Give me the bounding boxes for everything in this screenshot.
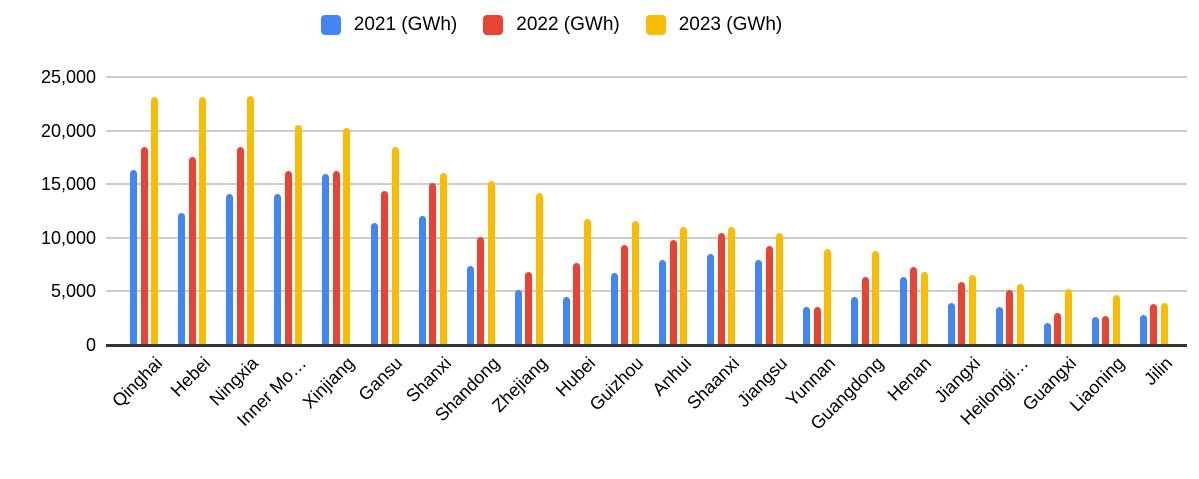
bar-2021-Shanxi: [418, 216, 426, 345]
bar-2022-Shandong: [477, 237, 485, 345]
bar-2021-Ningxia: [226, 194, 234, 345]
bar-2021-Guangxi: [1043, 323, 1051, 345]
bar-2023-Guangxi: [1064, 289, 1072, 345]
bar-2023-Zhejiang: [535, 193, 543, 345]
bar-2023-Heilongji…: [1016, 284, 1024, 345]
bar-2021-Liaoning: [1091, 317, 1099, 345]
bar-2021-Zhejiang: [514, 290, 522, 345]
bar-2021-Guizhou: [610, 273, 618, 345]
bar-2022-Inner Mo…: [284, 171, 292, 345]
legend-item-2021[interactable]: 2021 (GWh): [320, 13, 458, 37]
bar-2021-Heilongji…: [995, 307, 1003, 345]
bar-2023-Gansu: [391, 147, 399, 345]
x-axis-baseline: [106, 344, 1187, 347]
bar-2023-Jiangxi: [968, 275, 976, 345]
legend-label-2023: 2023 (GWh): [678, 14, 783, 35]
bar-2022-Guangdong: [861, 277, 869, 345]
bar-2023-Liaoning: [1112, 295, 1120, 345]
bar-2022-Anhui: [669, 240, 677, 345]
bar-2023-Xinjiang: [343, 128, 351, 345]
y-axis-tick-label: 25,000: [40, 67, 96, 87]
bar-2021-Hebei: [178, 213, 186, 345]
x-axis-tick-label: Gansu: [354, 353, 407, 405]
x-axis-tick-label: Jiangsu: [733, 353, 792, 412]
bar-2021-Xinjiang: [322, 174, 330, 345]
bar-2022-Jiangsu: [765, 246, 773, 345]
bar-2022-Gansu: [381, 191, 388, 345]
y-axis-tick-label: 15,000: [40, 174, 96, 195]
bar-2023-Inner Mo…: [295, 125, 303, 345]
x-axis-tick-label: Xinjiang: [299, 353, 359, 413]
x-axis-tick-label: Jilin: [1140, 353, 1177, 390]
legend-item-2022[interactable]: 2022 (GWh): [483, 13, 620, 37]
bar-2021-Qinghai: [130, 170, 138, 345]
gridline: [106, 76, 1187, 78]
bar-2023-Shaanxi: [728, 227, 736, 345]
y-axis-tick-label: 5,000: [50, 281, 96, 302]
legend: 2021 (GWh) 2022 (GWh) 2023 (GWh): [0, 13, 1199, 37]
bar-2022-Ningxia: [236, 147, 244, 345]
legend-label-2022: 2022 (GWh): [516, 14, 620, 35]
bar-2021-Jiangsu: [755, 260, 763, 345]
bar-2022-Heilongji…: [1006, 290, 1014, 345]
bar-2021-Gansu: [370, 223, 378, 345]
legend-swatch-2022-icon: [483, 15, 504, 35]
gridline: [106, 290, 1187, 293]
bar-2023-Guizhou: [631, 221, 639, 345]
bar-2022-Guangxi: [1054, 313, 1062, 345]
legend-label-2021: 2021 (GWh): [353, 14, 458, 35]
bar-2023-Yunnan: [824, 249, 832, 345]
x-axis-tick-label: Henan: [883, 353, 936, 405]
bar-2023-Jiangsu: [776, 233, 784, 345]
bar-2021-Inner Mo…: [274, 194, 282, 345]
bar-2023-Qinghai: [151, 97, 159, 345]
bar-2022-Guizhou: [621, 245, 629, 345]
bar-2021-Yunnan: [803, 307, 811, 345]
y-axis-tick-label: 10,000: [40, 227, 96, 248]
bar-2023-Jilin: [1160, 303, 1168, 345]
bar-2022-Jiangxi: [958, 282, 966, 345]
bar-2021-Guangdong: [851, 297, 859, 345]
legend-item-2023[interactable]: 2023 (GWh): [645, 13, 783, 37]
bar-2023-Ningxia: [247, 96, 255, 345]
bar-2021-Jiangxi: [947, 303, 955, 345]
bar-2022-Hebei: [188, 157, 196, 345]
bar-2021-Jilin: [1139, 315, 1147, 345]
bar-2022-Liaoning: [1102, 316, 1110, 345]
bar-2023-Henan: [920, 272, 928, 345]
gridline: [106, 236, 1187, 239]
y-axis-tick-label: 20,000: [40, 120, 96, 141]
bar-2023-Hubei: [583, 219, 591, 345]
bar-2022-Shanxi: [429, 183, 437, 345]
bar-2022-Yunnan: [813, 307, 821, 345]
bar-2023-Shanxi: [439, 173, 447, 345]
bar-2022-Henan: [910, 267, 917, 345]
bar-2023-Shandong: [487, 181, 495, 345]
bar-2021-Hubei: [562, 297, 570, 345]
bar-2023-Hebei: [199, 97, 207, 345]
gridline: [106, 129, 1187, 132]
bar-2021-Anhui: [659, 260, 667, 345]
y-axis-tick-label: 0: [85, 335, 96, 355]
bar-2022-Zhejiang: [525, 272, 533, 345]
bar-2023-Guangdong: [872, 251, 880, 345]
bar-2021-Shaanxi: [707, 254, 715, 345]
bar-2022-Hubei: [573, 263, 581, 345]
bar-2022-Shaanxi: [717, 233, 725, 345]
bar-2022-Jilin: [1150, 304, 1158, 345]
bar-2022-Xinjiang: [332, 171, 340, 345]
legend-swatch-2023-icon: [645, 15, 666, 35]
x-axis-tick-label: Shaanxi: [683, 353, 744, 414]
bar-2022-Qinghai: [140, 147, 148, 345]
bar-2023-Anhui: [680, 227, 688, 345]
bar-2021-Shandong: [466, 266, 474, 345]
legend-swatch-2021-icon: [320, 15, 341, 35]
gridline: [106, 183, 1187, 186]
x-axis-tick-label: Qinghai: [108, 353, 167, 412]
bar-2021-Henan: [899, 277, 907, 345]
